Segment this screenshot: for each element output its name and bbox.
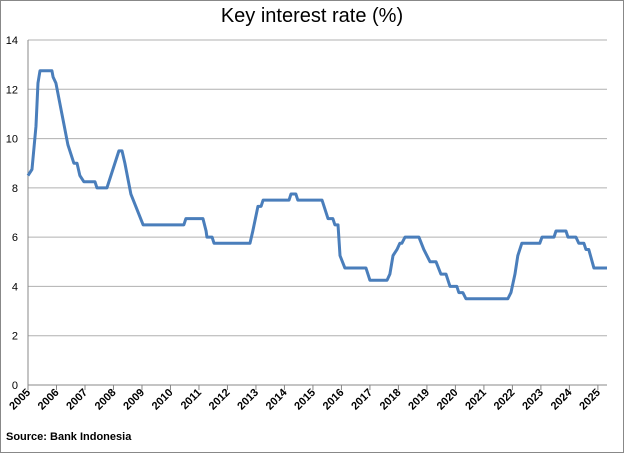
source-note: Source: Bank Indonesia bbox=[6, 431, 132, 443]
y-tick-label: 4 bbox=[12, 281, 18, 293]
chart-title: Key interest rate (%) bbox=[221, 5, 403, 27]
y-tick-label: 10 bbox=[6, 134, 18, 146]
y-tick-label: 14 bbox=[6, 35, 18, 47]
y-tick-label: 12 bbox=[6, 84, 18, 96]
data-line bbox=[26, 69, 607, 301]
y-tick-label: 8 bbox=[12, 183, 18, 195]
y-tick-label: 0 bbox=[12, 380, 18, 392]
y-tick-label: 6 bbox=[12, 232, 18, 244]
y-tick-label: 2 bbox=[12, 331, 18, 343]
